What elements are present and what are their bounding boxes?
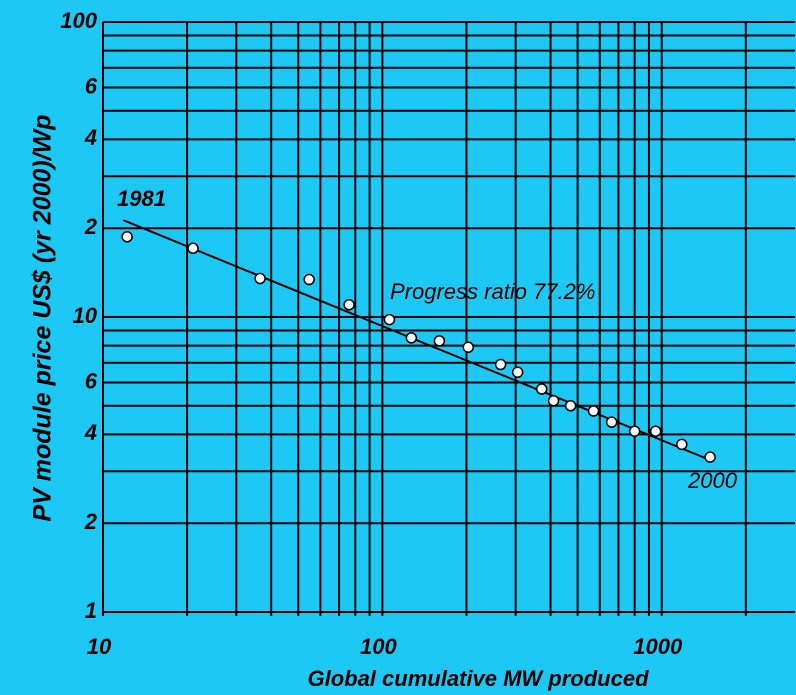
annotation: 1981	[117, 186, 166, 211]
data-point	[628, 425, 641, 437]
data-point	[494, 358, 507, 371]
y-tick-label: 2	[84, 509, 98, 534]
y-tick-label: 10	[73, 303, 98, 328]
data-point	[303, 273, 315, 286]
data-point	[676, 438, 688, 451]
data-point	[343, 299, 355, 311]
data-point	[433, 335, 446, 347]
y-tick-label: 100	[60, 8, 97, 33]
data-point	[383, 313, 396, 326]
y-tick-label: 2	[84, 214, 98, 239]
data-point	[587, 405, 600, 417]
data-point	[704, 451, 716, 463]
data-point	[254, 272, 266, 285]
y-tick-label: 1	[85, 598, 97, 623]
data-point	[649, 425, 662, 437]
x-tick-label: 1000	[633, 634, 683, 659]
trend-line	[122, 219, 713, 462]
y-tick-label: 6	[85, 73, 98, 98]
data-point	[462, 341, 475, 353]
annotation: 2000	[687, 468, 738, 493]
data-point	[187, 242, 199, 255]
data-point	[121, 231, 133, 243]
data-point	[405, 332, 418, 344]
x-tick-label: 10	[87, 634, 112, 659]
annotation: Progress ratio 77.2%	[390, 279, 595, 304]
y-tick-label: 4	[84, 420, 97, 445]
data-point	[535, 383, 548, 395]
data-point	[547, 395, 560, 407]
y-axis-label: PV module price US$ (yr 2000)/Wp	[29, 114, 57, 521]
data-point	[511, 366, 524, 378]
y-tick-label: 4	[84, 125, 97, 150]
y-tick-label: 6	[85, 368, 98, 393]
data-point	[605, 416, 618, 428]
x-axis-label: Global cumulative MW produced	[307, 666, 649, 691]
data-point	[564, 400, 577, 412]
x-tick-label: 100	[360, 634, 397, 659]
